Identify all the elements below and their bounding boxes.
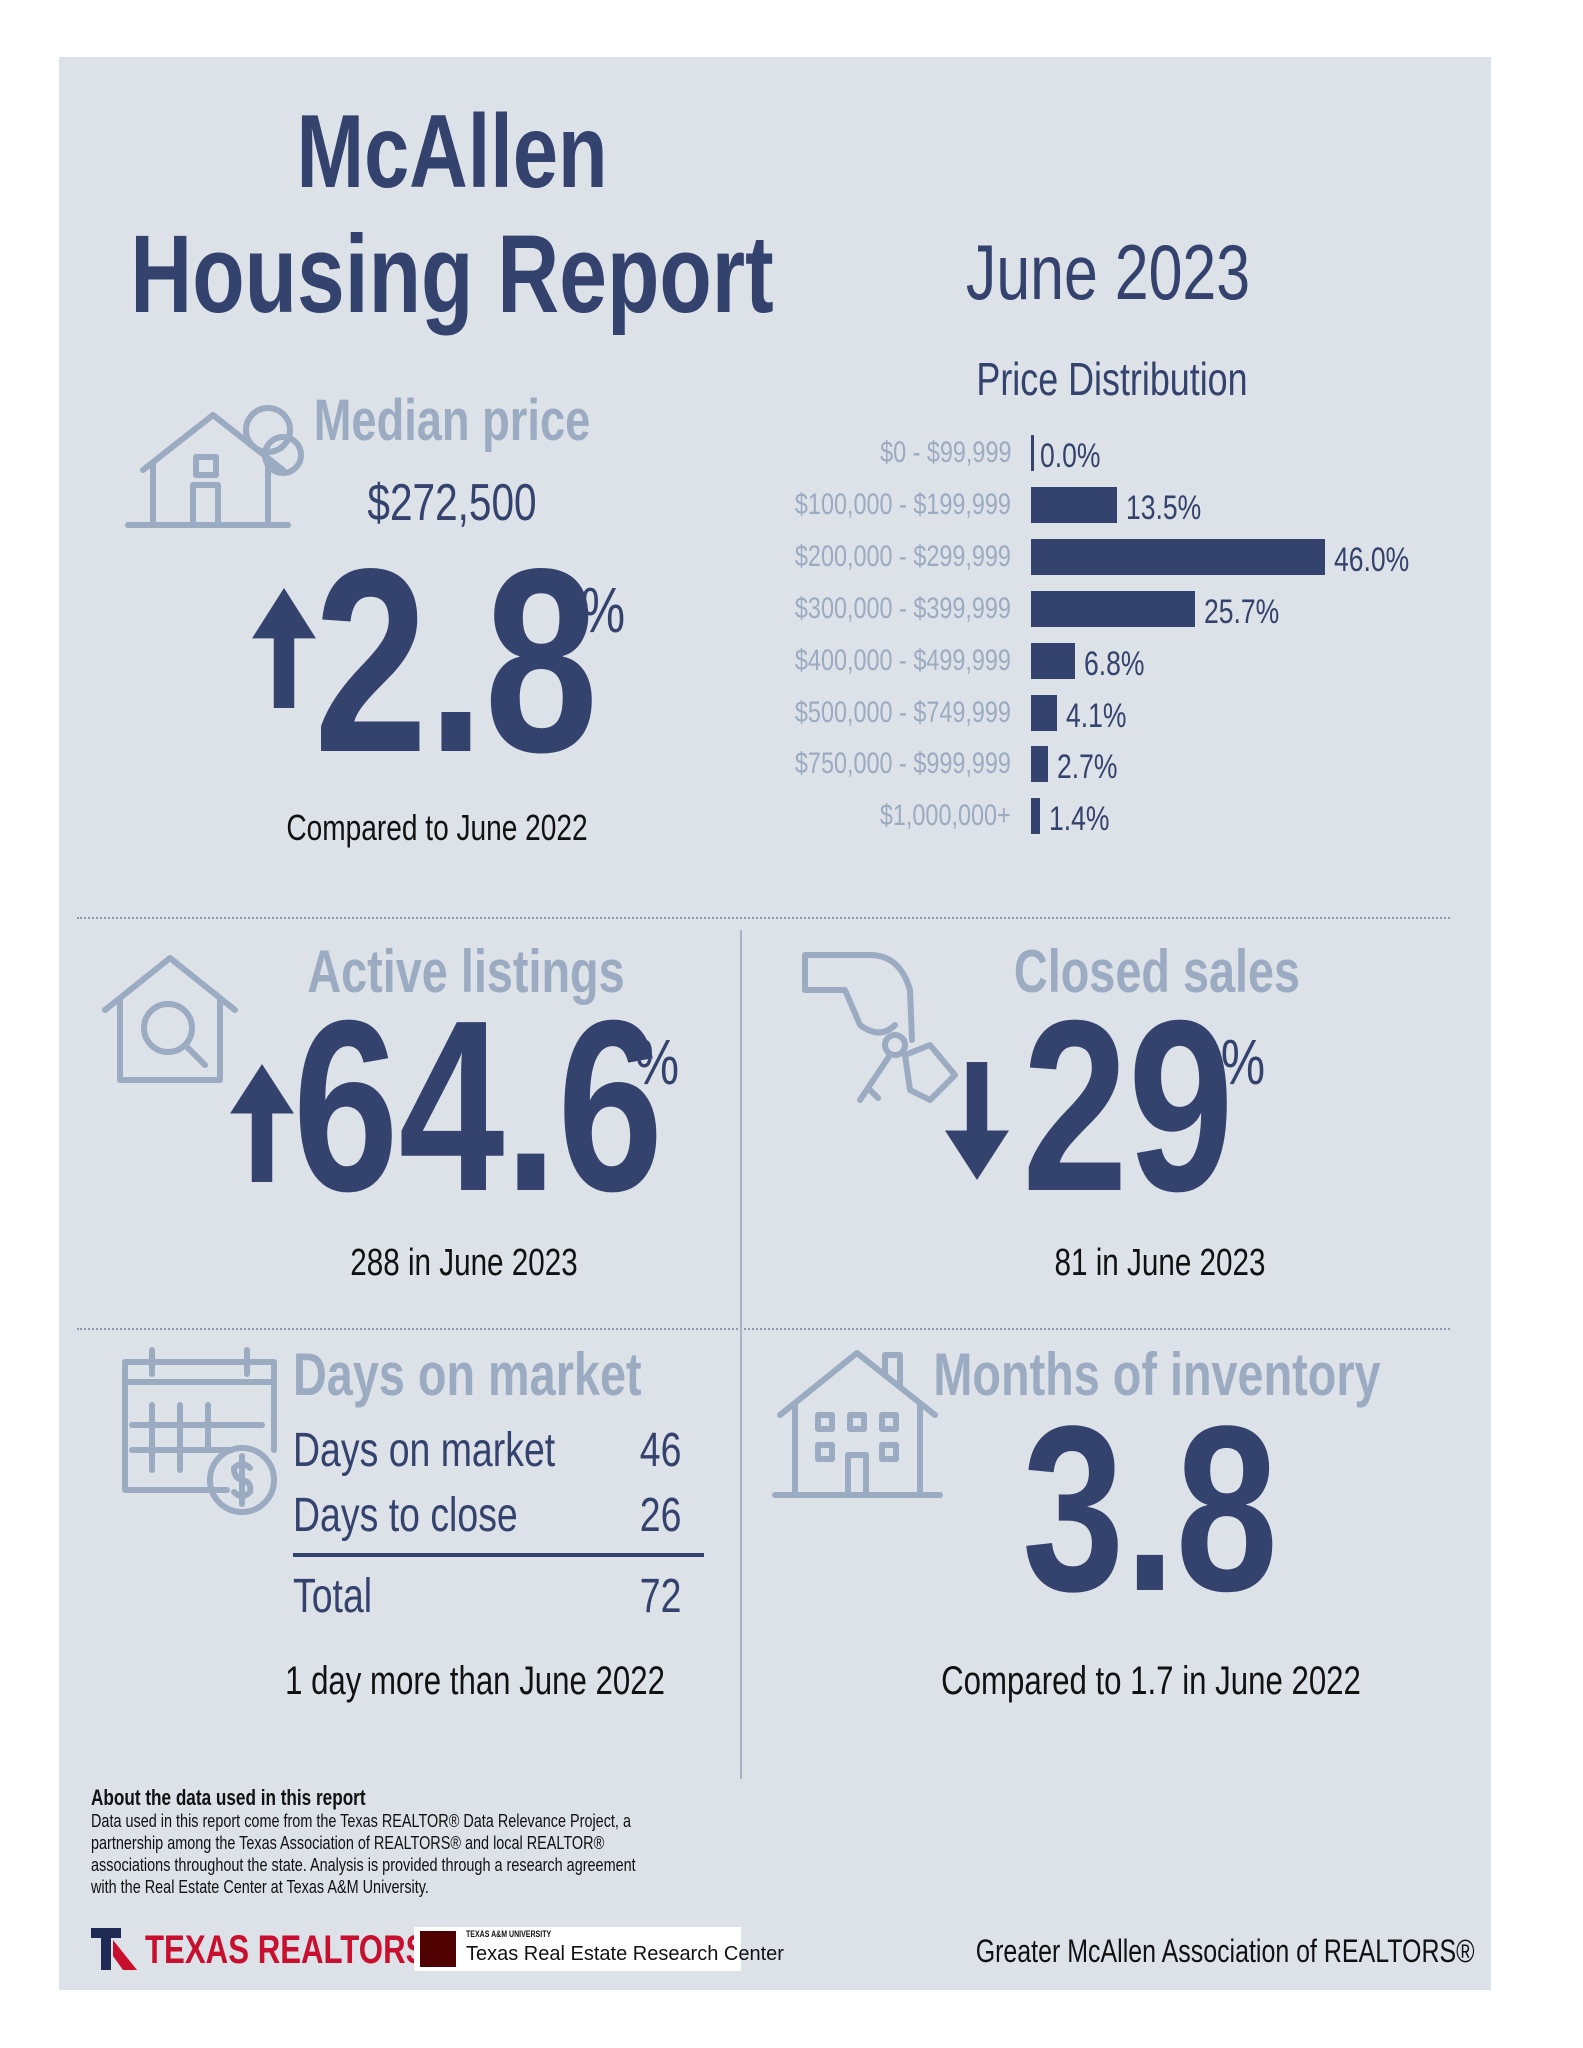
report-panel [59, 57, 1491, 1990]
active-change: 64.6 [292, 969, 664, 1242]
trend-arrow [945, 1062, 1009, 1180]
value-label: 4.1% [1066, 696, 1127, 735]
calendar-icon [122, 1347, 277, 1515]
realtors-mark [91, 1928, 137, 1970]
total-label: Total [293, 1570, 373, 1623]
closed-label: Closed sales [1013, 938, 1301, 1005]
trend-arrow [252, 588, 316, 708]
divider [77, 1328, 1450, 1330]
association: Greater McAllen Association of REALTORS® [976, 1933, 1475, 1969]
arrow-slot [252, 588, 316, 708]
median-value: $272,500 [367, 474, 537, 532]
arrow-shape [230, 1064, 294, 1182]
city: McAllen [296, 94, 608, 210]
tamu-mark [420, 1931, 456, 1967]
days-label: Days on market [293, 1341, 642, 1408]
arrow-slot [230, 1064, 294, 1182]
total-rule [293, 1553, 704, 1557]
bar [1031, 746, 1049, 783]
median-change: 2.8 [313, 514, 599, 807]
row-label: Days to close [293, 1489, 518, 1542]
category-label: $0 - $99,999 [879, 436, 1011, 469]
value-label: 1.4% [1048, 800, 1110, 839]
divider [740, 930, 742, 1779]
row-axis [1031, 435, 1034, 471]
category-label: $1,000,000+ [880, 799, 1011, 833]
category-label: $200,000 - $299,999 [795, 539, 1011, 573]
arrow-slot [945, 1062, 1009, 1180]
closed-change: 29 [1022, 969, 1234, 1242]
closed-note: 81 in June 2023 [1054, 1242, 1266, 1284]
active-note: 288 in June 2023 [350, 1242, 578, 1284]
realtors-logo: TEXAS REALTORS [145, 1928, 427, 1972]
category-label: $500,000 - $749,999 [795, 695, 1011, 729]
about-line: Data used in this report come from the T… [91, 1810, 631, 1831]
tamu-name: Texas Real Estate Research Center [466, 1943, 784, 1965]
inventory-value: 3.8 [1022, 1377, 1278, 1641]
bar [1031, 694, 1058, 731]
bar [1031, 486, 1118, 523]
value-label: 6.8% [1083, 644, 1144, 683]
active-unit: % [634, 1026, 680, 1098]
about-line: partnership among the Texas Association … [91, 1832, 605, 1853]
building-icon [772, 1350, 943, 1498]
median-unit: % [580, 574, 626, 646]
category-label: $400,000 - $499,999 [795, 643, 1011, 677]
about-title: About the data used in this report [91, 1785, 366, 1810]
arrow-shape [252, 588, 316, 708]
value-label: 25.7% [1204, 592, 1280, 631]
active-label: Active listings [307, 938, 625, 1005]
row-value: 46 [639, 1424, 681, 1477]
bar [1031, 590, 1196, 627]
period: June 2023 [965, 228, 1251, 316]
total-value: 72 [639, 1570, 681, 1623]
keys-icon [802, 952, 958, 1103]
inventory-note: Compared to 1.7 in June 2022 [941, 1659, 1361, 1703]
closed-unit: % [1220, 1026, 1266, 1098]
trend-arrow [230, 1064, 294, 1182]
bar [1031, 798, 1040, 835]
tamu-logo [414, 1927, 741, 1971]
house-icon [125, 405, 304, 528]
about-line: with the Real Estate Center at Texas A&M… [91, 1876, 429, 1897]
tamu-small: TEXAS A&M UNIVERSITY [466, 1929, 552, 1939]
value-label: 0.0% [1040, 437, 1101, 475]
arrow-shape [945, 1062, 1009, 1180]
value-label: 13.5% [1126, 488, 1202, 527]
row-value: 26 [639, 1489, 681, 1542]
row-label: Days on market [293, 1424, 556, 1477]
bar [1031, 642, 1075, 679]
report-title: Housing Report [130, 213, 774, 336]
category-label: $750,000 - $999,999 [795, 747, 1011, 781]
median-label: Median price [313, 388, 591, 453]
search-house-icon [102, 955, 238, 1083]
distribution-title: Price Distribution [976, 353, 1248, 405]
category-label: $300,000 - $399,999 [795, 591, 1011, 625]
category-label: $100,000 - $199,999 [795, 487, 1011, 521]
median-comparison: Compared to June 2022 [286, 807, 588, 848]
value-label: 46.0% [1334, 540, 1410, 579]
divider [77, 917, 1450, 919]
about-line: associations throughout the state. Analy… [91, 1854, 636, 1875]
inventory-label: Months of inventory [933, 1341, 1381, 1408]
bar [1031, 538, 1326, 575]
days-note: 1 day more than June 2022 [285, 1659, 665, 1703]
value-label: 2.7% [1057, 748, 1118, 787]
